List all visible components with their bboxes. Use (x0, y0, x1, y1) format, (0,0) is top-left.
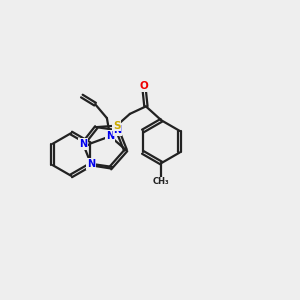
Text: N: N (79, 139, 87, 149)
Text: N: N (106, 131, 114, 141)
Text: O: O (140, 81, 148, 91)
Text: N: N (87, 159, 95, 169)
Text: S: S (113, 121, 120, 131)
Text: CH₃: CH₃ (153, 177, 170, 186)
Text: N: N (113, 125, 122, 135)
